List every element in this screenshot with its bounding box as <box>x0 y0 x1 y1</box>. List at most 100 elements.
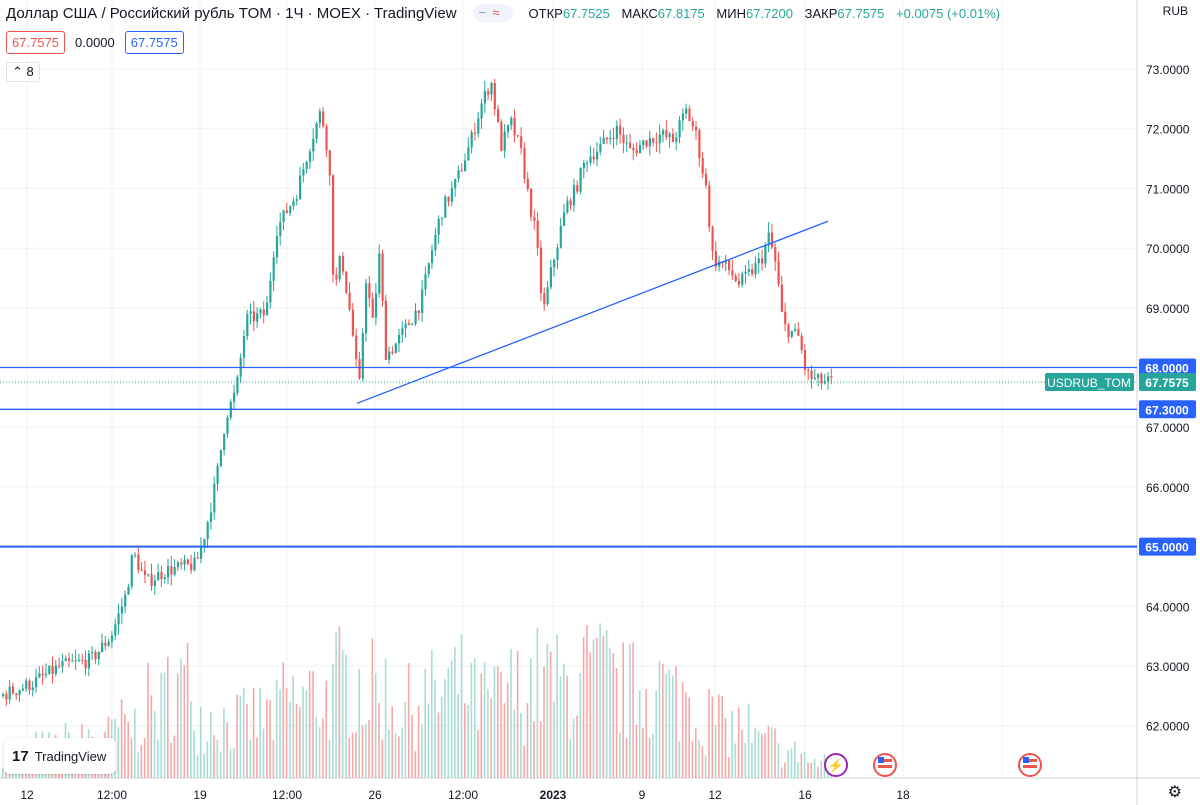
candle-body <box>536 220 539 248</box>
candle-body <box>827 376 830 382</box>
volume-bar <box>236 694 238 778</box>
candle-body <box>553 259 556 268</box>
x-tick-label: 12:00 <box>272 788 302 802</box>
candle-body <box>338 255 341 280</box>
volume-bar <box>233 748 235 778</box>
candle-body <box>464 160 467 171</box>
y-tick-label: 69.0000 <box>1146 302 1190 316</box>
candle-body <box>820 374 823 384</box>
x-tick-label: 18 <box>896 788 910 802</box>
candle-body <box>718 261 721 267</box>
candle-body <box>361 333 364 379</box>
volume-bar <box>691 741 694 778</box>
candle-body <box>642 140 645 146</box>
volume-bar <box>510 648 512 778</box>
volume-bar <box>124 714 126 778</box>
volume-bar <box>209 712 212 778</box>
volume-bar <box>483 662 486 778</box>
candle-body <box>120 606 123 614</box>
candle-body <box>460 170 463 172</box>
lightning-icon-glyph: ⚡ <box>828 758 844 774</box>
candle-body <box>662 130 665 135</box>
candle-body <box>81 659 84 661</box>
volume-bar <box>147 662 149 778</box>
candle-body <box>731 270 734 276</box>
volume-bar <box>721 695 723 778</box>
volume-bar <box>665 673 667 778</box>
candle-body <box>312 138 315 152</box>
candle-body <box>348 292 351 310</box>
candle-body <box>31 687 34 691</box>
volume-bar <box>817 766 819 778</box>
volume-bar <box>193 730 195 778</box>
volume-bar <box>259 687 261 778</box>
volume-bar <box>308 670 311 778</box>
volume-bar <box>381 739 384 778</box>
x-tick-label: 16 <box>798 788 812 802</box>
price-tag-current: 67.7575 <box>1145 376 1189 390</box>
candle-body <box>124 594 127 607</box>
tradingview-logo[interactable]: 17 TradingView <box>4 738 116 774</box>
volume-bar <box>196 755 199 778</box>
x-tick-label: 19 <box>193 788 207 802</box>
volume-bar <box>414 751 417 778</box>
candle-body <box>94 652 97 660</box>
lightning-icon <box>824 753 848 777</box>
volume-bar <box>374 673 377 778</box>
open-label: ОТКР <box>528 5 563 21</box>
volume-bar <box>708 688 710 778</box>
candle-body <box>787 324 790 337</box>
candle-body <box>668 133 671 138</box>
volume-bar <box>249 739 252 778</box>
volume-bar <box>566 675 568 778</box>
chart-header: Доллар США / Российский рубль TOM · 1Ч ·… <box>6 4 1008 22</box>
price-tag-68-bg <box>1139 358 1196 377</box>
buy-button[interactable]: 67.7575 <box>124 31 184 54</box>
candle-body <box>530 188 533 217</box>
candle-body <box>137 554 140 571</box>
volume-bar <box>328 740 331 778</box>
candle-body <box>563 212 566 226</box>
candle-body <box>48 665 51 674</box>
candle-body <box>744 271 747 274</box>
indicators-toggle[interactable]: ⌃ 8 <box>6 62 40 82</box>
volume-bar <box>421 724 423 778</box>
candle-body <box>209 512 213 523</box>
volume-bar <box>807 762 809 778</box>
volume-bar <box>411 714 413 778</box>
symbol-title[interactable]: Доллар США / Российский рубль TOM · 1Ч ·… <box>6 4 457 22</box>
candle-body <box>173 567 176 575</box>
volume-bar <box>180 659 182 778</box>
volume-bar <box>242 687 245 778</box>
candle-body <box>629 142 632 148</box>
volume-bar <box>470 662 473 778</box>
volume-bar <box>160 672 162 778</box>
candle-body <box>444 196 447 218</box>
volume-bar <box>368 719 370 778</box>
sell-button[interactable]: 67.7575 <box>6 31 65 54</box>
volume-bar <box>675 666 677 778</box>
candle-body <box>675 137 678 142</box>
volume-bar <box>757 730 760 778</box>
volume-bar <box>678 741 681 778</box>
realtime-badge[interactable]: − ≈ <box>472 4 513 22</box>
gear-icon[interactable]: ⚙ <box>1167 784 1182 801</box>
volume-bar <box>820 760 822 778</box>
currency-label[interactable]: RUB <box>1162 4 1188 18</box>
candle-body <box>216 465 219 484</box>
candle-body <box>533 216 536 221</box>
x-tick-label: 12 <box>708 788 722 802</box>
candle-body <box>114 624 117 636</box>
candle-body <box>368 283 371 299</box>
candle-body <box>384 300 387 360</box>
candle-body <box>427 263 430 275</box>
volume-bar <box>695 728 697 778</box>
volume-bar <box>635 724 638 778</box>
candle-body <box>747 269 750 272</box>
volume-bar <box>516 651 519 778</box>
candle-body <box>592 156 595 160</box>
candle-body <box>506 125 510 132</box>
candle-body <box>147 574 150 576</box>
candle-body <box>549 267 552 288</box>
